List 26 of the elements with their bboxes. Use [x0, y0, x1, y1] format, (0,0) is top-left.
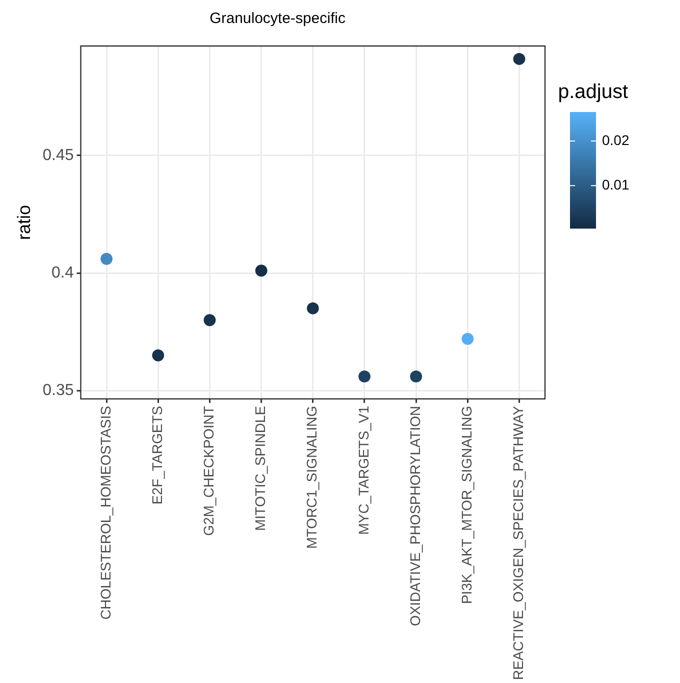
- point: [410, 370, 422, 383]
- y-tick-label: 0.35: [42, 382, 74, 400]
- x-tick-label: REACTIVE_OXIGEN_SPECIES_PATHWAY: [510, 405, 526, 680]
- point: [204, 314, 216, 326]
- x-tick-label: E2F_TARGETS: [148, 406, 165, 504]
- point: [462, 332, 474, 345]
- color-bar-label: 0.02: [602, 132, 630, 148]
- color-bar-title: p.adjust: [558, 81, 628, 103]
- y-axis-title: ratio: [14, 204, 34, 240]
- point: [255, 264, 268, 277]
- x-tick-label: MITOTIC_SPINDLE: [252, 406, 268, 531]
- point: [358, 370, 370, 383]
- x-tick-label: MTORC1_SIGNALING: [304, 406, 320, 549]
- point: [152, 349, 164, 362]
- point: [513, 52, 526, 65]
- x-tick-label: OXIDATIVE_PHOSPHORYLATION: [406, 406, 423, 626]
- x-tick-label: CHOLESTEROL_HOMEOSTASIS: [97, 406, 114, 620]
- point: [306, 302, 319, 314]
- chart-title: Granulocyte-specific: [210, 10, 346, 28]
- x-tick-label: MYC_TARGETS_V1: [355, 406, 372, 535]
- point: [100, 252, 113, 265]
- color-bar-label: 0.01: [602, 176, 630, 192]
- x-tick-label: PI3K_AKT_MTOR_SIGNALING: [458, 406, 474, 604]
- y-tick-label: 0.45: [42, 146, 74, 164]
- x-tick-label: G2M_CHECKPOINT: [200, 405, 217, 536]
- y-tick-label: 0.4: [51, 264, 74, 282]
